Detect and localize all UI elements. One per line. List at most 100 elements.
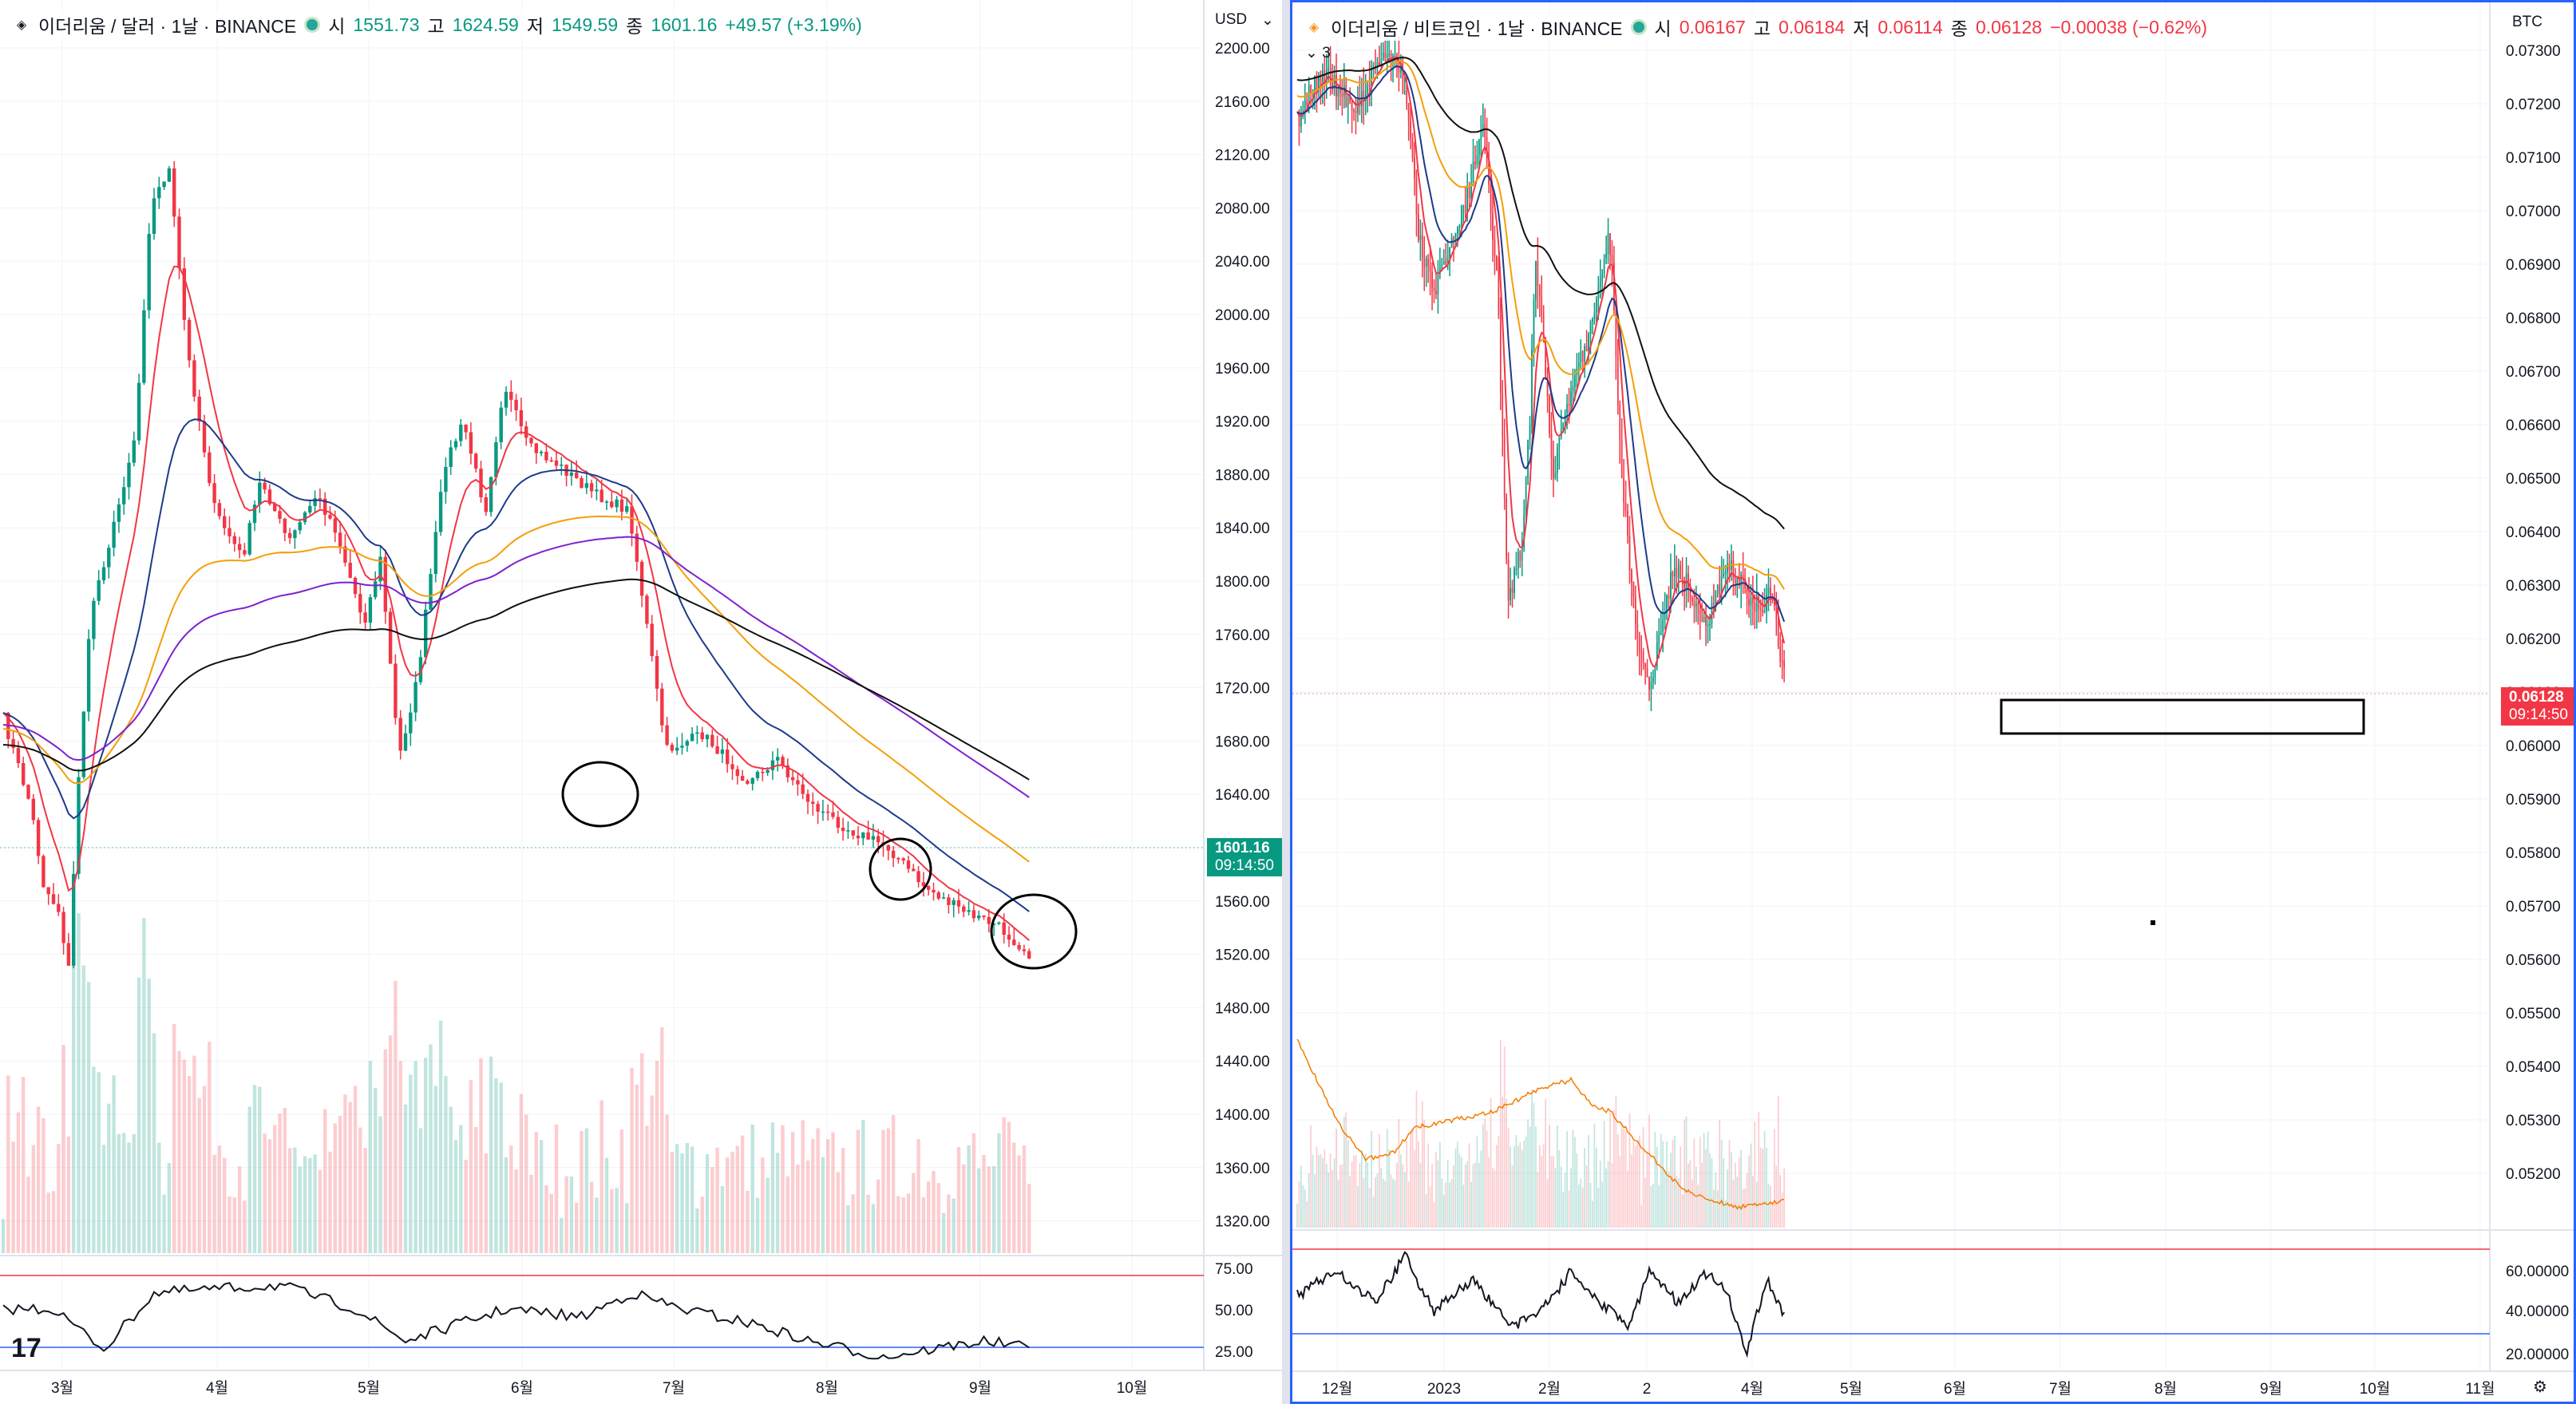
volume-bar — [1343, 1117, 1345, 1228]
volume-bar — [322, 1109, 327, 1253]
volume-bar — [595, 1197, 599, 1253]
candle-body — [1427, 258, 1430, 266]
right-currency-button[interactable]: BTC — [2506, 10, 2549, 34]
volume-bar — [660, 1027, 664, 1253]
candle-body — [398, 718, 402, 751]
candle-body — [1507, 560, 1510, 601]
volume-bar — [222, 1157, 227, 1253]
candle-body — [1445, 260, 1447, 264]
candle-body — [121, 487, 126, 504]
time-axis-label: 8월 — [2155, 1380, 2177, 1398]
candle-body — [589, 483, 594, 492]
left-currency-button[interactable]: USD — [1209, 8, 1254, 32]
candle-body — [31, 798, 36, 821]
volume-bar — [1549, 1125, 1550, 1228]
volume-bar — [1601, 1181, 1604, 1228]
moving-average-line — [1296, 60, 1785, 590]
volume-bar — [1716, 1190, 1719, 1228]
candle-body — [1632, 582, 1635, 598]
candle-body — [494, 442, 498, 477]
price-axis-label: 2080.00 — [1215, 200, 1270, 217]
volume-bar — [1759, 1147, 1762, 1228]
candle-body — [137, 382, 141, 441]
candle-body — [509, 391, 513, 400]
candle-body — [1581, 351, 1584, 362]
volume-bar — [1554, 1168, 1557, 1228]
volume-bar — [725, 1157, 730, 1253]
candle-body — [1566, 404, 1568, 413]
volume-bar — [77, 913, 81, 1253]
low-value: 0.06114 — [1878, 16, 1943, 38]
volume-bar — [785, 1176, 790, 1253]
volume-bar — [1731, 1152, 1732, 1228]
candle-body — [1506, 497, 1508, 560]
candle-body — [615, 499, 619, 508]
candle-body — [1488, 162, 1490, 185]
volume-bar — [1607, 1161, 1609, 1228]
volume-bar — [1750, 1143, 1752, 1228]
price-axis-label: 0.05300 — [2506, 1113, 2561, 1129]
right-chart-panel[interactable]: 0.07300 0.07200 0.07100 0.07000 0.06900 0.068… — [1290, 0, 2576, 1404]
market-status-icon[interactable] — [1630, 19, 1647, 35]
candle-body — [1407, 103, 1410, 121]
candle-body — [1692, 598, 1693, 602]
volume-bar — [504, 1157, 508, 1253]
candle-body — [1320, 76, 1322, 82]
volume-bar — [16, 1112, 21, 1253]
volume-bar — [1478, 1162, 1480, 1228]
left-chart-panel[interactable]: 2200.00 2160.00 2120.00 2080.00 2040.00 2000.… — [0, 0, 1282, 1404]
indicator-collapse-button[interactable]: ⌄ 3 — [1305, 45, 1331, 61]
candle-body — [418, 657, 423, 682]
rsi-axis-label: 75.00 — [1215, 1261, 1253, 1278]
volume-bar — [388, 1035, 393, 1253]
volume-bar — [1707, 1131, 1709, 1228]
candle-body — [1298, 112, 1300, 127]
volume-bar — [1318, 1155, 1320, 1228]
price-axis-label: 1800.00 — [1215, 574, 1270, 591]
volume-bar — [1619, 1156, 1621, 1228]
right-chart-canvas[interactable]: 0.07300 0.07200 0.07100 0.07000 0.06900 0.068… — [1292, 2, 2574, 1402]
candle-body — [1382, 52, 1384, 59]
volume-bar — [1486, 1130, 1488, 1228]
volume-bar — [735, 1145, 740, 1253]
gear-icon[interactable]: ⚙ — [2533, 1378, 2547, 1396]
volume-bar — [1777, 1095, 1779, 1228]
volume-bar — [1462, 1185, 1465, 1228]
change-value: −0.00038 (−0.62%) — [2050, 16, 2208, 38]
volume-bar — [1632, 1141, 1635, 1228]
volume-bar — [630, 1067, 634, 1253]
volume-bar — [1620, 1121, 1623, 1228]
candle-body — [1484, 124, 1486, 138]
volume-bar — [680, 1153, 684, 1253]
panel-divider[interactable] — [1282, 0, 1290, 1404]
right-symbol-title[interactable]: 이더리움 / 비트코인 · 1날 · BINANCE — [1331, 18, 1623, 39]
candle-body — [1550, 433, 1553, 458]
candle-body — [705, 734, 710, 740]
volume-bar — [1433, 1202, 1435, 1228]
left-symbol-title[interactable]: 이더리움 / 달러 · 1날 · BINANCE — [38, 16, 297, 37]
candle-body — [1599, 279, 1601, 287]
candle-body — [841, 827, 845, 832]
candle-body — [1386, 53, 1388, 58]
open-value: 1551.73 — [353, 14, 420, 35]
volume-bar — [1603, 1121, 1605, 1228]
volume-bar — [1490, 1097, 1492, 1228]
price-axis-label: 1360.00 — [1215, 1161, 1270, 1177]
left-chart-canvas[interactable]: 2200.00 2160.00 2120.00 2080.00 2040.00 2000.… — [0, 0, 1282, 1404]
volume-bar — [635, 1084, 639, 1253]
price-axis-label: 0.05400 — [2506, 1059, 2561, 1076]
close-value: 0.06128 — [1975, 16, 2043, 38]
candle-body — [1646, 667, 1648, 677]
volume-bar — [1755, 1181, 1758, 1228]
candle-body — [1562, 423, 1565, 429]
market-status-icon[interactable] — [304, 17, 321, 33]
volume-bar — [1415, 1090, 1418, 1228]
volume-bar — [685, 1143, 690, 1253]
left-currency-chevron-icon[interactable]: ⌄ — [1260, 8, 1276, 33]
volume-bar — [1464, 1164, 1466, 1228]
volume-bar — [1376, 1173, 1379, 1228]
price-axis-label: 1320.00 — [1215, 1214, 1270, 1231]
volume-bar — [1345, 1112, 1347, 1228]
volume-bar — [962, 1164, 966, 1253]
candle-body — [333, 518, 338, 533]
